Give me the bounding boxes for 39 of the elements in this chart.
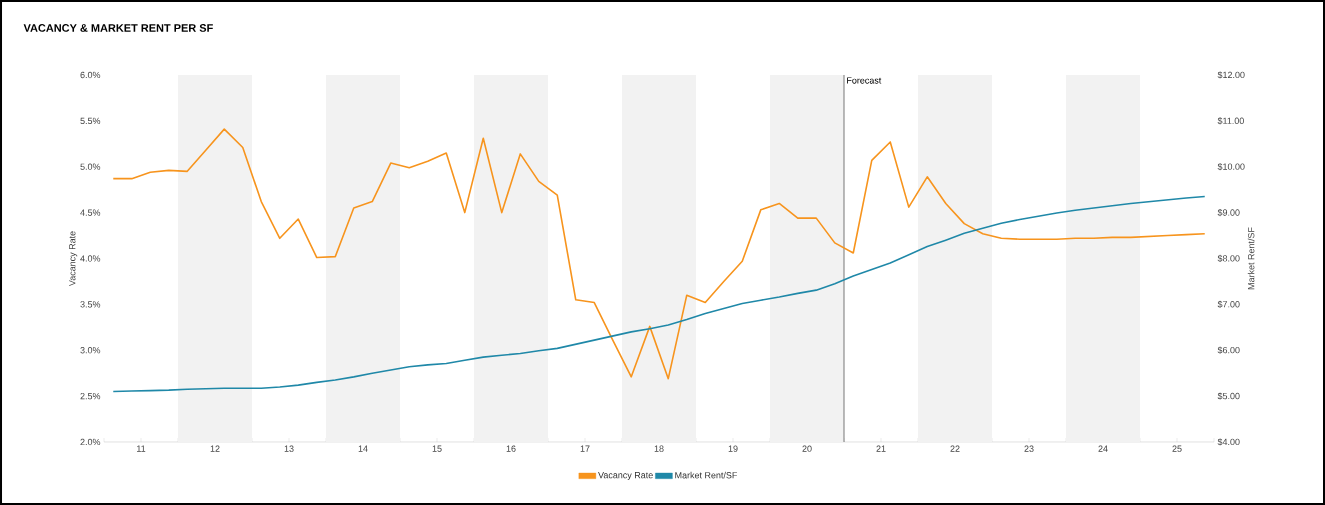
chart-title: VACANCY & MARKET RENT PER SF xyxy=(23,24,213,32)
y2-tick-label: $5.00 xyxy=(1217,392,1240,400)
y2-axis-title: Market Rent/SF xyxy=(1247,227,1255,290)
y2-tick-label: $8.00 xyxy=(1217,254,1240,263)
x-tick-label: 14 xyxy=(358,445,368,452)
y-tick-label: 3.5% xyxy=(80,301,101,308)
x-tick-label: 18 xyxy=(654,445,664,452)
y-tick-label: 2.0% xyxy=(80,438,101,446)
x-tick-label: 13 xyxy=(284,445,294,452)
y-tick-label: 5.0% xyxy=(80,163,101,170)
x-tick-label: 19 xyxy=(728,445,738,452)
x-tick-label: 24 xyxy=(1098,445,1108,452)
legend-label: Market Rent/SF xyxy=(675,471,738,479)
x-tick-label: 23 xyxy=(1024,445,1034,452)
y-tick-label: 2.5% xyxy=(80,392,101,400)
x-tick-label: 25 xyxy=(1172,445,1182,452)
y-tick-label: 4.5% xyxy=(80,209,101,216)
y-tick-label: 6.0% xyxy=(80,71,101,79)
x-tick-label: 11 xyxy=(137,445,146,452)
y-tick-label: 3.0% xyxy=(80,347,101,354)
y-axis-title: Vacancy Rate xyxy=(69,231,78,287)
y2-tick-label: $12.00 xyxy=(1217,71,1245,79)
legend-label: Vacancy Rate xyxy=(598,472,653,481)
x-tick-label: 21 xyxy=(876,445,886,452)
y2-tick-label: $11.00 xyxy=(1217,117,1244,125)
y2-tick-label: $4.00 xyxy=(1217,438,1240,446)
y2-tick-label: $10.00 xyxy=(1217,163,1245,171)
x-tick-label: 16 xyxy=(506,445,516,452)
x-tick-label: 20 xyxy=(802,445,812,452)
y2-tick-label: $7.00 xyxy=(1217,300,1240,308)
y-tick-label: 4.0% xyxy=(80,255,101,262)
y2-tick-label: $6.00 xyxy=(1217,346,1240,354)
x-tick-label: 15 xyxy=(432,445,442,452)
x-tick-label: 22 xyxy=(950,445,960,452)
y2-tick-label: $9.00 xyxy=(1217,208,1240,217)
ref-line-label: Forecast xyxy=(847,77,882,84)
y-tick-label: 5.5% xyxy=(80,117,101,125)
x-tick-label: 12 xyxy=(210,445,220,452)
x-tick-label: 17 xyxy=(580,445,590,452)
